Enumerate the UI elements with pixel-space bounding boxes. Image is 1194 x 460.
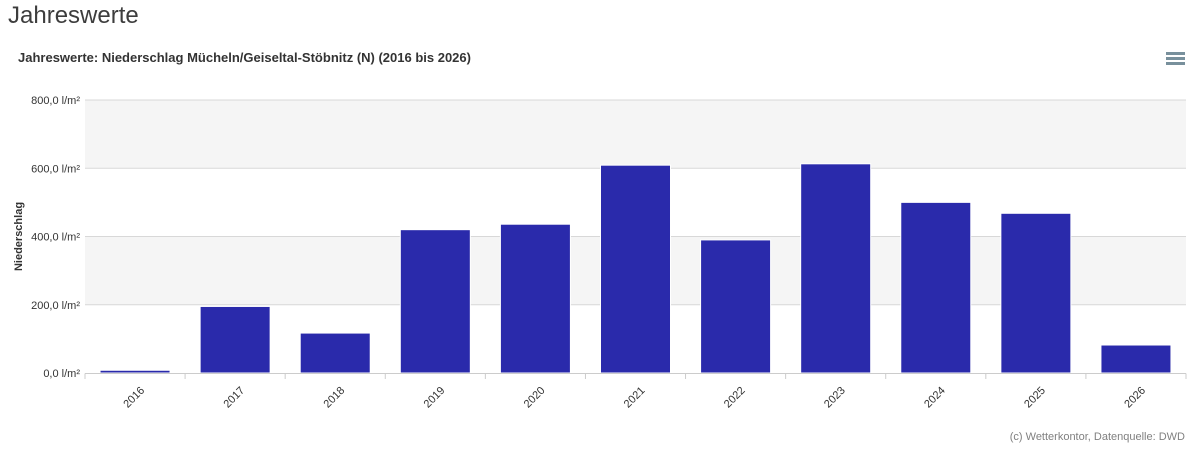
x-axis-category-label: 2018 [322, 385, 348, 411]
x-axis-category-label: 2024 [922, 385, 948, 411]
bar-2017[interactable] [199, 305, 271, 374]
plot-band [85, 100, 1186, 169]
x-axis-category-label: 2025 [1022, 385, 1048, 411]
hamburger-icon [1166, 62, 1185, 65]
bar-2018[interactable] [299, 332, 371, 374]
y-axis-tick-label: 200,0 l/m² [31, 300, 80, 312]
y-axis-title: Niederschlag [13, 202, 25, 271]
x-axis-category-label: 2017 [221, 385, 247, 411]
x-axis-category-label: 2019 [422, 385, 448, 411]
x-axis-category-label: 2020 [522, 385, 548, 411]
bar-2019[interactable] [399, 229, 471, 374]
chart-context-menu-button[interactable] [1166, 52, 1185, 65]
bar-2016[interactable] [99, 369, 171, 374]
y-axis-tick-label: 800,0 l/m² [31, 95, 80, 107]
bar-2021[interactable] [600, 164, 671, 374]
y-axis-tick-label: 600,0 l/m² [31, 163, 80, 175]
y-axis-tick-label: 400,0 l/m² [31, 232, 80, 244]
y-axis-tick-label: 0,0 l/m² [43, 368, 80, 380]
bar-2022[interactable] [700, 239, 772, 374]
chart-title: Jahreswerte: Niederschlag Mücheln/Geisel… [18, 50, 471, 65]
x-axis-category-label: 2021 [622, 385, 648, 411]
bar-2025[interactable] [1000, 212, 1072, 374]
x-axis-category-label: 2016 [121, 385, 147, 411]
page-title: Jahreswerte [8, 2, 139, 29]
x-axis-category-label: 2022 [722, 385, 748, 411]
bar-2023[interactable] [800, 163, 872, 374]
bar-2026[interactable] [1100, 344, 1172, 374]
hamburger-icon [1166, 52, 1185, 55]
chart-credit: (c) Wetterkontor, Datenquelle: DWD [1009, 431, 1185, 443]
x-axis-category-label: 2023 [822, 385, 848, 411]
bar-2020[interactable] [499, 223, 571, 374]
hamburger-icon [1166, 57, 1185, 60]
bar-2024[interactable] [900, 201, 972, 374]
x-axis-category-label: 2026 [1122, 385, 1148, 411]
